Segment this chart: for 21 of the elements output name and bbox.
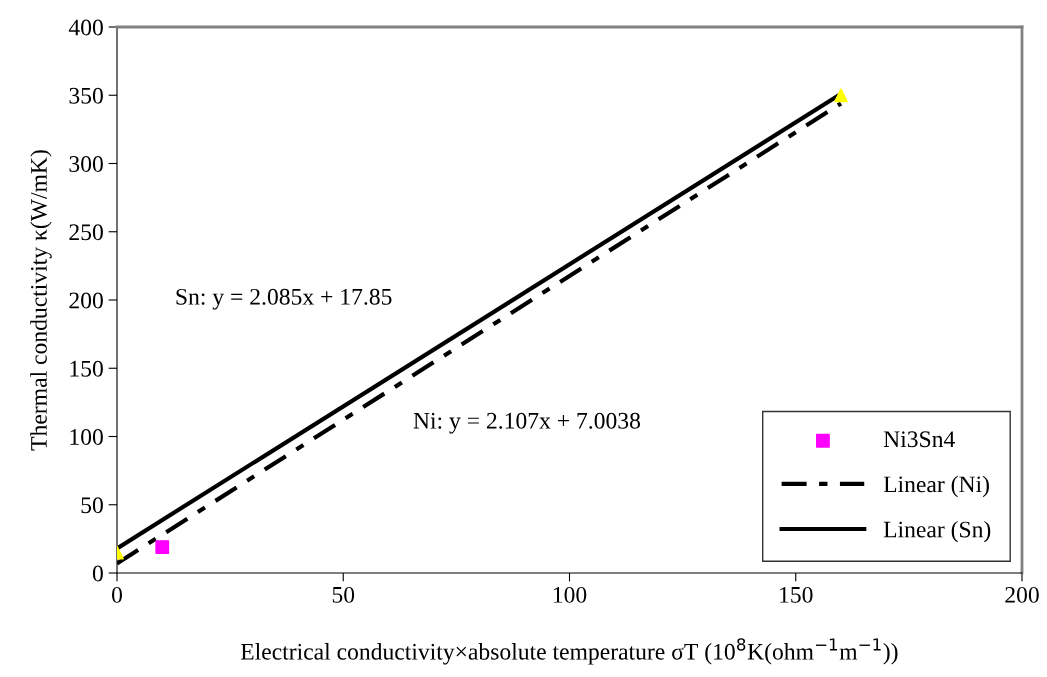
y-tick-label: 350 (69, 87, 103, 104)
legend-label: Linear (Ni) (883, 475, 989, 498)
y-tick-label: 400 (68, 19, 103, 36)
y-tick-label: 100 (70, 428, 103, 445)
y-tick-label: 250 (69, 224, 103, 241)
y-axis-title: Thermal conductivity κ(W/mK) (30, 150, 52, 451)
x-tick-label: 150 (780, 586, 813, 603)
y-tick-label: 150 (70, 360, 103, 377)
annotation: Ni: y = 2.107x + 7.0038 (413, 412, 641, 434)
y-tick-label: 300 (69, 155, 103, 172)
annotation: Sn: y = 2.085x + 17.85 (176, 288, 392, 310)
x-tick-label: 200 (1005, 586, 1039, 603)
y-tick-label: 0 (92, 565, 103, 582)
x-axis-title: Electrical conductivity×absolute temperature σT (10$^{8}$K(ohm$^{−1}$m$^{−1}$)) (240, 638, 898, 665)
legend-label: Ni3Sn4 (883, 431, 955, 448)
y-tick-label: 200 (69, 292, 103, 309)
legend-label: Linear (Sn) (883, 520, 991, 543)
x-tick-label: 100 (553, 586, 587, 603)
x-tick-label: 50 (332, 586, 355, 603)
x-tick-label: 0 (112, 586, 122, 603)
y-tick-label: 50 (81, 497, 103, 514)
